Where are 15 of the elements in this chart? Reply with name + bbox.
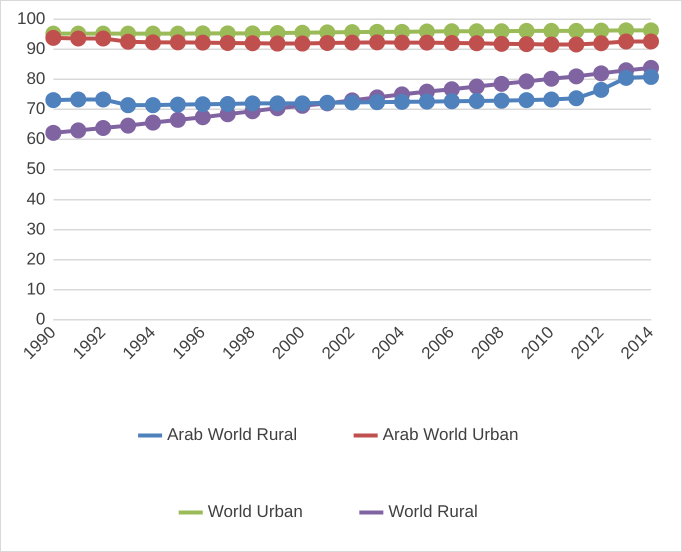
y-tick-label: 30 [26, 219, 46, 238]
y-tick-label: 0 [36, 310, 46, 329]
legend-label: World Urban [208, 502, 303, 522]
y-tick-label: 70 [26, 99, 46, 118]
y-tick-label: 90 [26, 38, 46, 58]
y-tick-label: 80 [26, 69, 46, 88]
y-tick-label: 50 [26, 159, 46, 178]
y-tick-label: 100 [16, 8, 46, 28]
legend-label: World Rural [388, 502, 478, 522]
y-tick-label: 10 [26, 279, 46, 298]
y-tick-label: 20 [26, 249, 46, 268]
y-tick-label: 40 [26, 189, 46, 208]
y-tick-label: 60 [26, 129, 46, 148]
legend-label: Arab World Rural [167, 425, 298, 444]
legend-label: Arab World Urban [382, 425, 518, 444]
